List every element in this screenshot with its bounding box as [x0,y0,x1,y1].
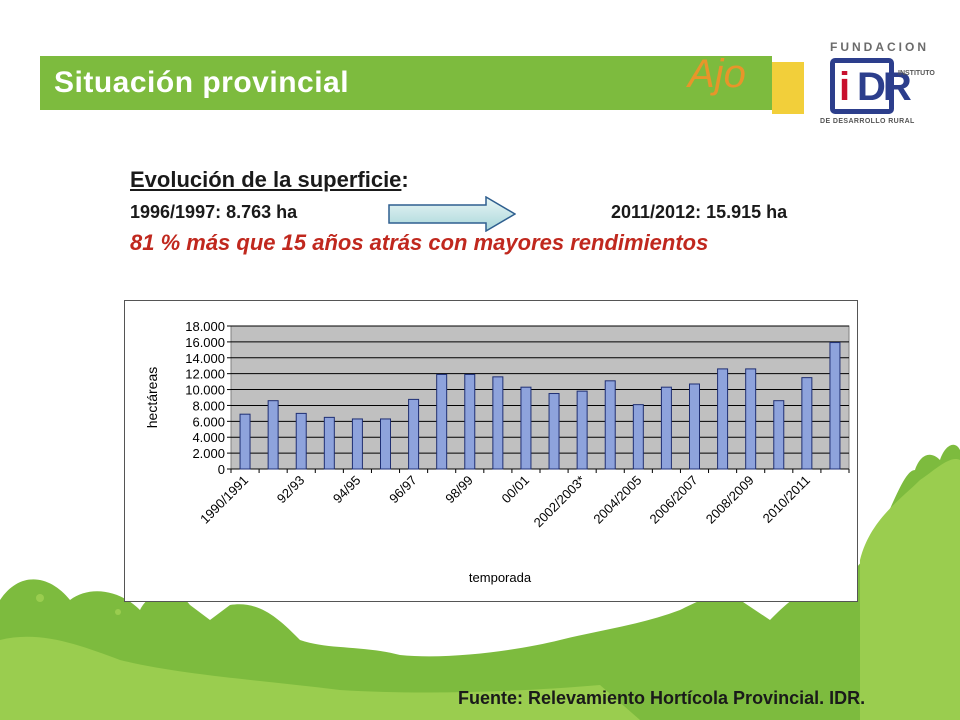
bar [380,418,391,470]
x-tick-label: 96/97 [386,473,420,507]
bar [520,386,532,470]
page-subtitle: Ajo [688,52,746,96]
source-note: Fuente: Relevamiento Hortícola Provincia… [458,688,866,708]
growth-highlight: 81 % más que 15 años atrás con mayores r… [130,230,709,255]
page-title: Situación provincial [54,66,350,99]
logo-mark: i DR [830,58,912,114]
bar [689,383,700,470]
idr-logo: FUNDACION i DR INSTITUTO DE DESARROLLO R… [820,40,938,135]
bar [576,390,588,470]
bar [632,404,644,470]
logo-letters-dr: DR [857,65,912,109]
y-tick-label: 8.000 [192,398,225,413]
bar [492,376,504,470]
from-value: 1996/1997: 8.763 ha [130,202,298,222]
bar [604,380,616,470]
bar [408,398,420,470]
logo-rural-text: DE DESARROLLO RURAL [820,118,915,125]
y-tick-label: 2.000 [192,446,225,461]
x-axis-label: temporada [469,570,532,585]
logo-institute-text: INSTITUTO [898,70,935,77]
bar [548,393,560,470]
y-tick-label: 12.000 [185,367,225,382]
chart-frame: 0 2.000 4.000 6.000 8.000 10.000 12.000 14.000 1… [124,300,858,602]
y-tick-label: 4.000 [192,430,225,445]
bar [660,386,672,470]
x-tick-label: 1990/1991 [197,473,251,527]
bar [323,416,335,470]
logo-letter-i: i [839,65,851,109]
x-tick-label: 2002/2003* [531,473,589,531]
y-tick-label: 16.000 [185,335,225,350]
right-arrow-icon [388,196,516,232]
logo-foundation-text: FUNDACION [830,40,929,54]
bar [464,373,476,470]
x-tick-label: 94/95 [330,473,364,507]
bar [436,373,448,470]
bar [267,400,279,470]
bar [773,400,785,470]
y-tick-label: 6.000 [192,414,225,429]
bar [745,368,757,470]
x-tick-label: 2004/2005 [590,473,644,527]
bar-chart: 02.0004.0006.0008.00010.00012.00014.0001… [144,319,850,585]
evolution-title: Evolución de la superficie: [130,167,409,193]
bar [351,418,363,470]
x-tick-label: 2006/2007 [647,473,701,527]
evolution-title-colon: : [401,167,409,192]
y-tick-label: 0 [218,462,225,477]
evolution-title-text: Evolución de la superficie [130,167,402,192]
x-tick-label: 98/99 [442,473,476,507]
bar [829,342,841,470]
x-tick-label: 2010/2011 [760,473,813,526]
to-value: 2011/2012: 15.915 ha [611,202,788,222]
bar [801,377,813,470]
header-bar [40,56,772,110]
plot-area [230,325,850,470]
x-tick-label: 92/93 [274,473,308,507]
x-tick-label: 00/01 [498,473,532,507]
bar [295,412,307,470]
y-axis-label: hectáreas [144,367,160,428]
x-tick-label: 2008/2009 [703,473,757,527]
y-tick-label: 14.000 [185,351,225,366]
bar [717,368,729,470]
header-accent [772,62,804,114]
y-tick-label: 10.000 [185,383,225,398]
y-tick-label: 18.000 [185,319,225,334]
bar [239,413,251,470]
